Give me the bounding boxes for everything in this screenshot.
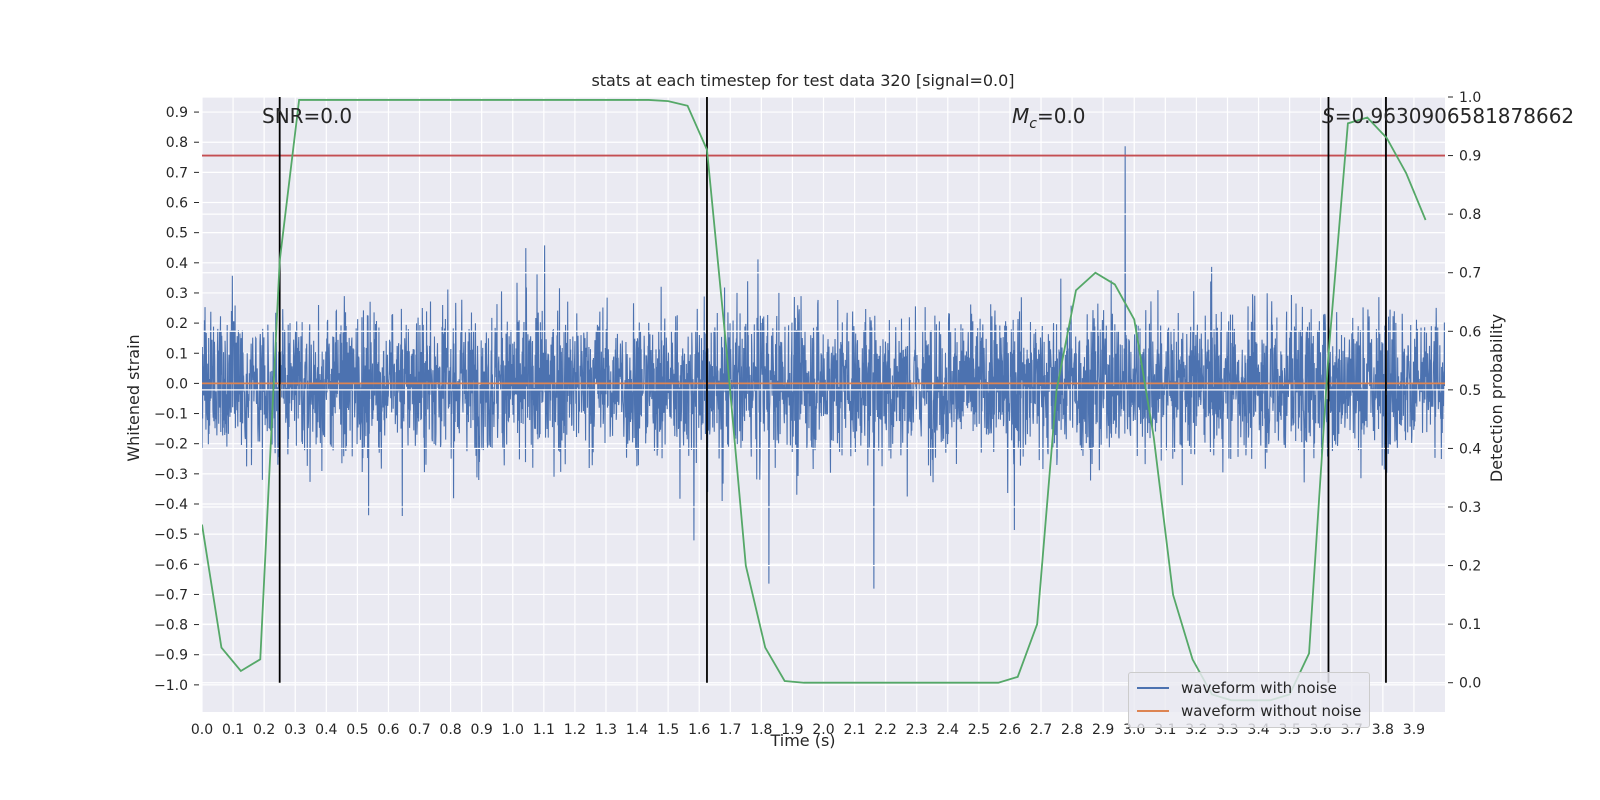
x-tick-label: 0.5 [346,722,368,738]
y-left-tick-label: −0.1 [154,407,188,423]
legend-item-noise: waveform with noise [1129,677,1337,699]
x-tick-label: 2.2 [875,722,897,738]
y-right-axis-label: Detection probability [1487,314,1506,482]
x-tick-label: 0.9 [471,722,493,738]
x-tick-label: 2.8 [1061,722,1083,738]
x-tick-label: 0.7 [408,722,430,738]
legend-item-clean: waveform without noise [1129,700,1361,722]
x-tick-label: 1.1 [533,722,555,738]
y-left-tick-label: −0.6 [154,557,188,573]
x-tick-label: 2.7 [1030,722,1052,738]
y-left-tick-label: 0.3 [166,286,188,302]
x-tick-label: 1.4 [626,722,648,738]
x-tick-label: 3.8 [1372,722,1394,738]
x-tick-label: 2.5 [968,722,990,738]
y-right-tick-label: 0.5 [1459,383,1481,399]
s-value: =0.9630906581878662 [1335,104,1574,128]
y-right-tick-label: 0.2 [1459,559,1481,575]
vertical-markers [278,97,1387,683]
y-left-tick-label: −0.5 [154,527,188,543]
x-tick-label: 2.9 [1092,722,1114,738]
chart-title: stats at each timestep for test data 320… [591,71,1014,90]
y-left-tick-label: 0.1 [166,346,188,362]
y-left-tick-label: 0.0 [166,376,188,392]
legend-swatch-clean [1137,710,1169,712]
noise-trace [202,146,1445,589]
x-tick-label: 1.3 [595,722,617,738]
y-left-tick-label: 0.6 [166,196,188,212]
x-tick-label: 1.6 [688,722,710,738]
snr-annotation: SNR=0.0 [262,104,352,128]
x-tick-label: 2.4 [937,722,959,738]
x-axis-label: Time (s) [769,731,835,750]
y-right-tick-label: 0.6 [1459,324,1481,340]
y-left-tick-label: −0.2 [154,437,188,453]
y-left-axis-label: Whitened strain [124,334,143,461]
x-tick-label: 1.9 [781,722,803,738]
y-right-tick-label: 0.0 [1459,676,1481,692]
y-left-tick-label: 0.7 [166,165,188,181]
x-tick-label: 0.2 [253,722,275,738]
s-symbol: S [1322,104,1335,128]
y-left-tick-label: 0.8 [166,135,188,151]
x-tick-label: 0.6 [377,722,399,738]
legend: waveform with noise waveform without noi… [1128,672,1370,728]
x-tick-label: 3.9 [1403,722,1425,738]
y-left-tick-label: −0.3 [154,467,188,483]
x-tick-label: 0.1 [222,722,244,738]
x-tick-label: 1.7 [719,722,741,738]
x-tick-label: 0.8 [439,722,461,738]
x-tick-label: 0.4 [315,722,337,738]
x-tick-label: 1.0 [502,722,524,738]
y-left-tick-label: 0.9 [166,105,188,121]
y-left-tick-label: −1.0 [154,678,188,694]
legend-label-clean: waveform without noise [1181,702,1362,720]
y-right-tick-label: 0.7 [1459,266,1481,282]
y-right-tick-labels: 1.0 0.9 0.8 0.7 0.6 0.5 0.4 0.3 0.2 0.1 0.0 [1448,90,1481,692]
legend-label-noise: waveform with noise [1181,679,1337,697]
x-tick-label: 1.5 [657,722,679,738]
y-left-tick-label: −0.7 [154,587,188,603]
y-left-tick-label: 0.5 [166,226,188,242]
x-tick-label: 2.0 [812,722,834,738]
x-tick-label: 2.3 [906,722,928,738]
y-right-tick-label: 0.1 [1459,617,1481,633]
legend-swatch-noise [1137,687,1169,689]
x-tick-label: 1.2 [564,722,586,738]
mc-annotation: Mc=0.0 [1012,104,1086,132]
x-tick-label: 1.8 [750,722,772,738]
s-annotation: S=0.9630906581878662 [1322,104,1574,128]
y-right-tick-label: 0.9 [1459,149,1481,165]
y-left-tick-label: 0.4 [166,256,188,272]
x-tick-label: 2.6 [999,722,1021,738]
y-left-tick-label: −0.8 [154,618,188,634]
y-right-tick-label: 0.3 [1459,500,1481,516]
y-left-tick-labels: 0.9 0.8 0.7 0.6 0.5 0.4 0.3 0.2 0.1 0.0 −0.1 −0.2 −0… [154,105,199,694]
y-right-tick-label: 0.8 [1459,207,1481,223]
mc-subscript: c [1029,116,1037,132]
y-left-tick-label: 0.2 [166,316,188,332]
x-tick-label: 0.0 [191,722,213,738]
y-left-tick-label: −0.4 [154,497,188,513]
mc-value: =0.0 [1037,104,1086,128]
x-tick-label: 2.1 [843,722,865,738]
y-left-tick-label: −0.9 [154,648,188,664]
y-right-tick-label: 0.4 [1459,441,1481,457]
mc-symbol: M [1012,104,1029,128]
x-tick-label: 0.3 [284,722,306,738]
y-right-tick-label: 1.0 [1459,90,1481,106]
